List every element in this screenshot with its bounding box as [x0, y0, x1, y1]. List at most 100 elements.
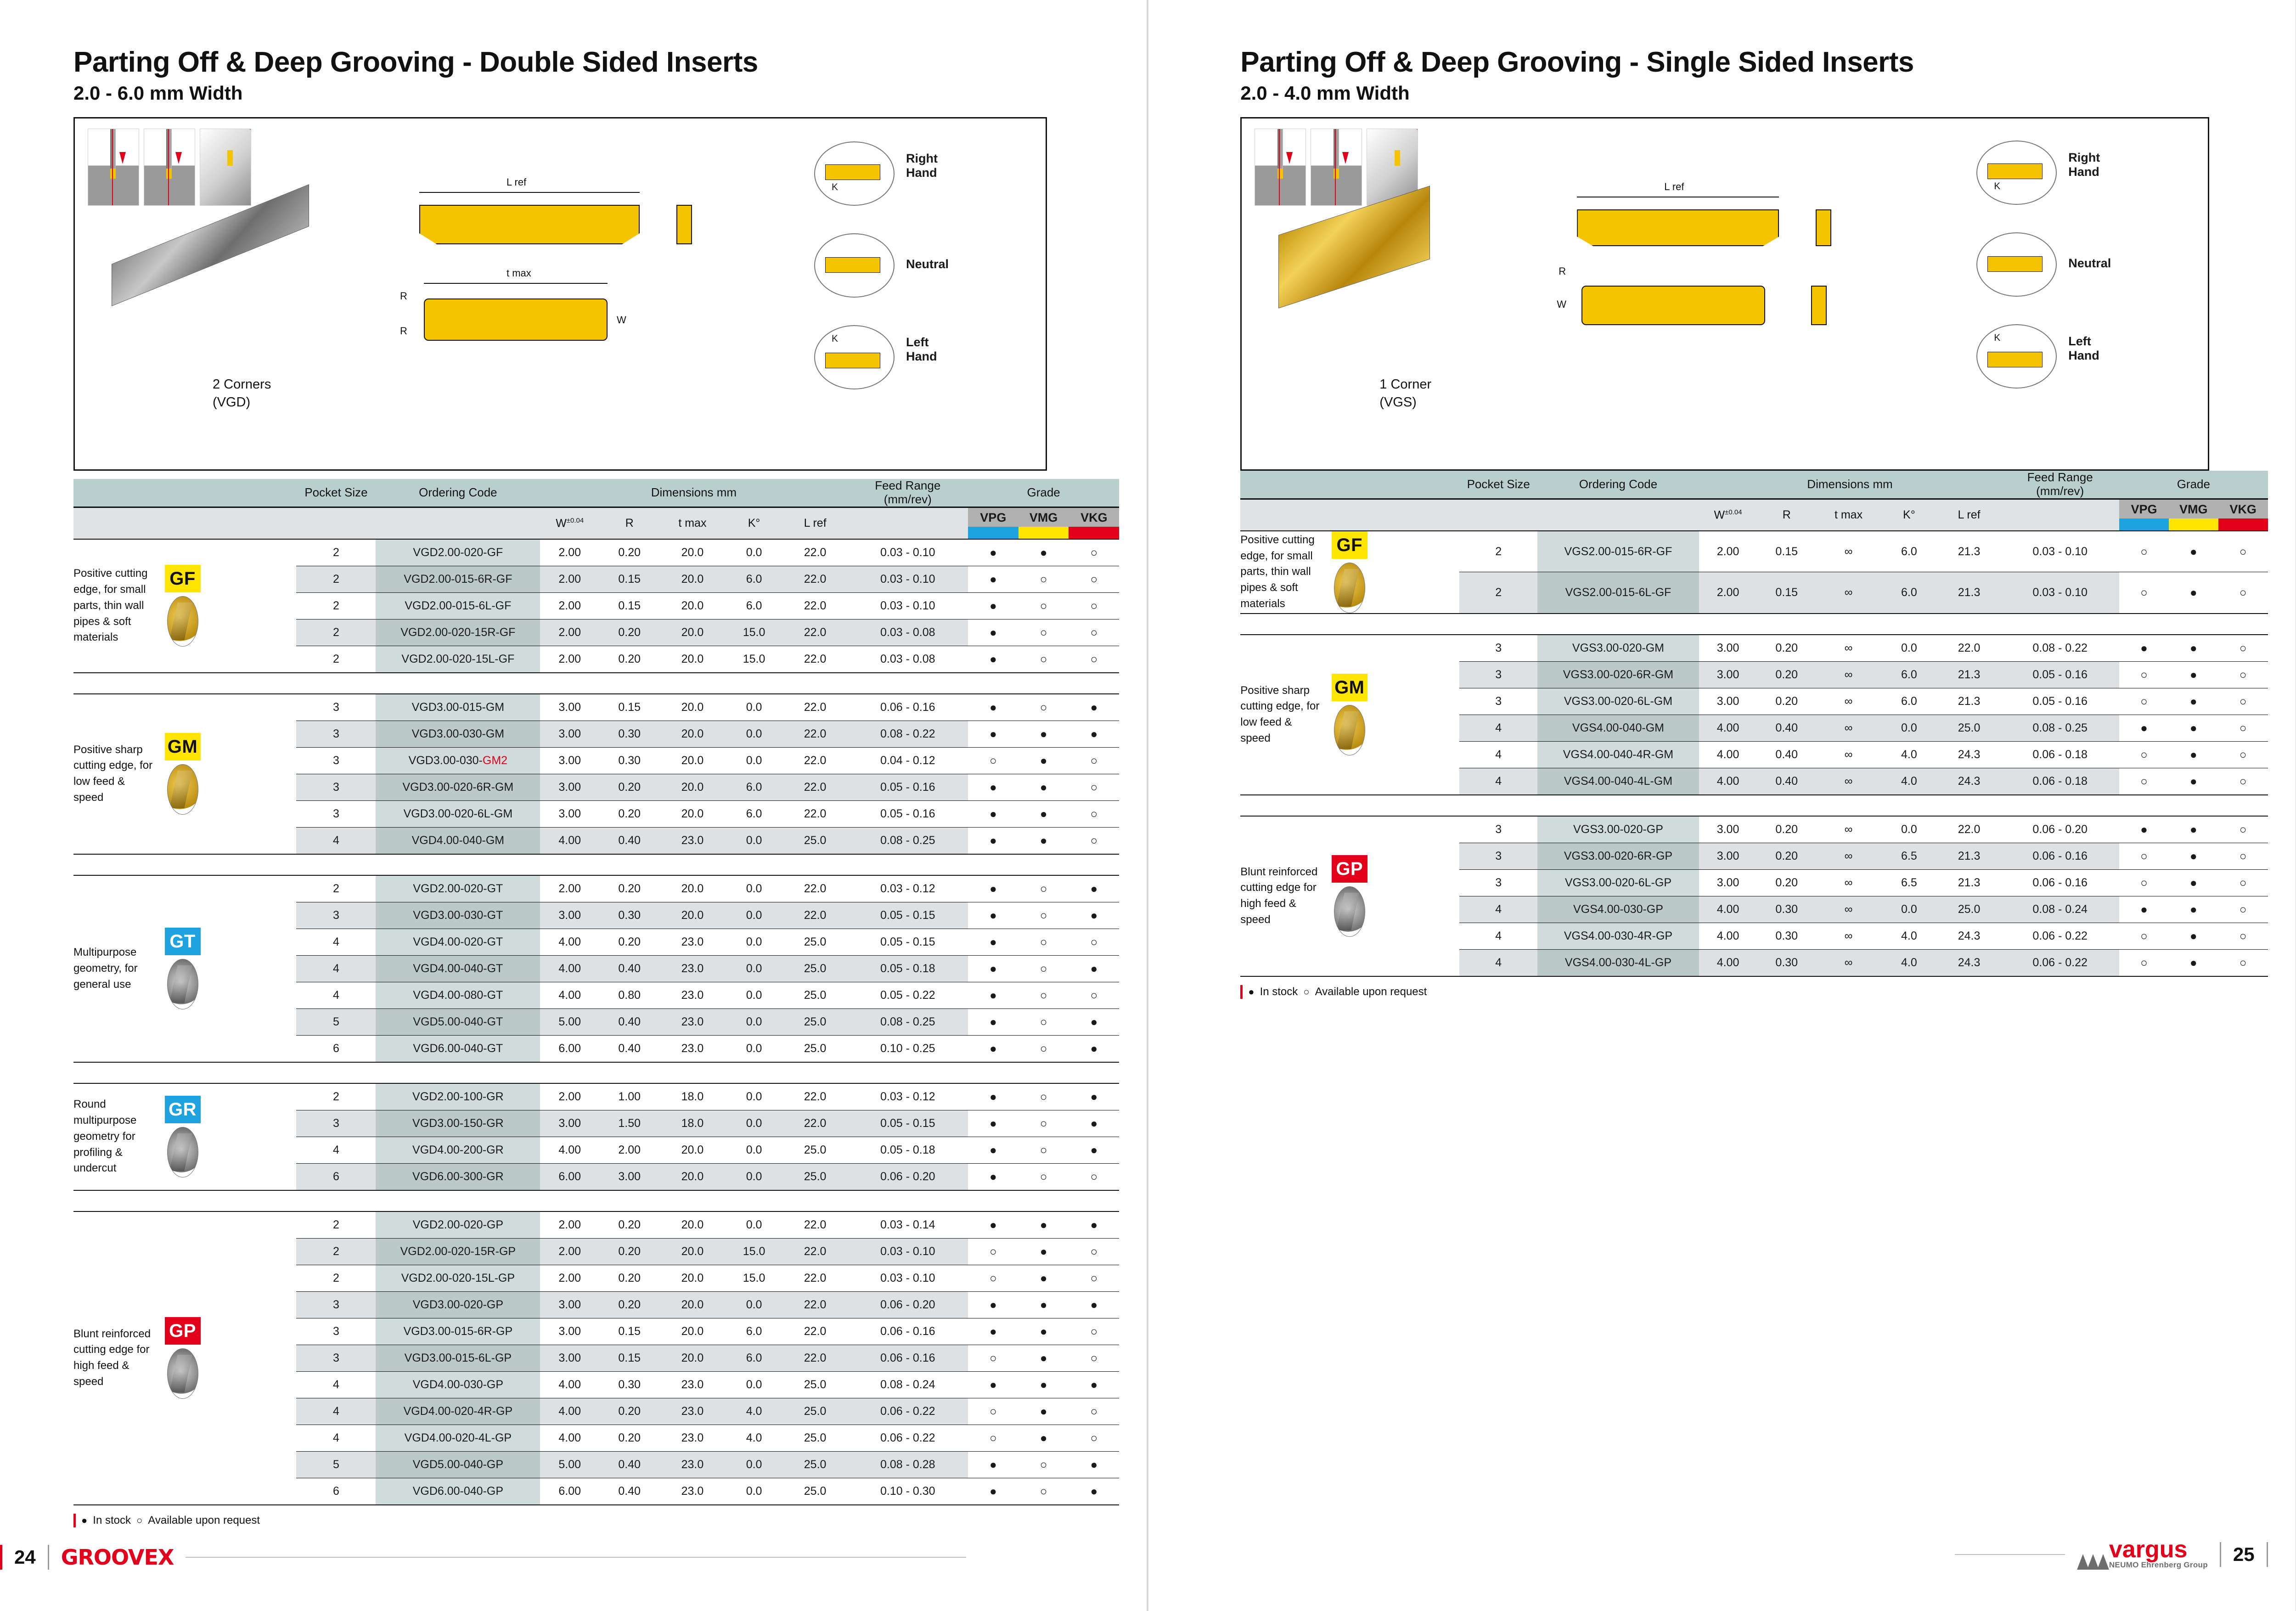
table-row[interactable]: 6 VGD6.00-040-GP 6.00 0.40 23.0 0.0 25.0 0.10 -… [73, 1477, 1120, 1505]
table-row[interactable]: Positive cutting edge, for small parts, … [73, 538, 1120, 673]
cell-grade-vkg: ○ [1069, 1424, 1120, 1452]
cell-grade-vpg: ○ [2119, 767, 2169, 795]
table-row[interactable]: 5 VGD5.00-040-GT 5.00 0.40 23.0 0.0 25.0 0.08 -… [73, 1008, 1120, 1036]
table-row[interactable]: 4 VGS4.00-030-4L-GP 4.00 0.30 ∞ 4.0 24.3 0.06 -… [1240, 949, 2268, 976]
table-row[interactable]: 2 VGD2.00-015-6L-GF 2.00 0.15 20.0 6.0 22.0 0.0… [73, 592, 1120, 620]
table-row[interactable]: 4 VGS4.00-040-4L-GM 4.00 0.40 ∞ 4.0 24.3 0.06 -… [1240, 767, 2268, 795]
cell-pocket-size: 4 [1459, 767, 1538, 795]
cell-w: 3.00 [1699, 687, 1757, 715]
legend-in-stock-icon: ● [1248, 986, 1255, 997]
table-row[interactable]: Blunt reinforced cutting edge for high f… [73, 1211, 1120, 1505]
table-row[interactable]: 4 VGS4.00-030-GP 4.00 0.30 ∞ 0.0 25.0 0.08 - 0.… [1240, 896, 2268, 923]
cell-grade-vkg: ○ [2218, 687, 2268, 715]
geometry-badge-gm: GM [1331, 674, 1367, 702]
table-row[interactable]: 2 VGD2.00-020-15R-GP 2.00 0.20 20.0 15.0 22.0 0… [73, 1238, 1120, 1265]
table-row[interactable]: 4 VGS4.00-040-4R-GM 4.00 0.40 ∞ 4.0 24.3 0.06 -… [1240, 741, 2268, 768]
table-row[interactable]: 4 VGS4.00-030-4R-GP 4.00 0.30 ∞ 4.0 24.3 0.06 -… [1240, 922, 2268, 950]
cell-feed-range: 0.05 - 0.16 [2001, 687, 2120, 715]
cell-feed-range: 0.06 - 0.16 [2001, 842, 2120, 870]
table-row[interactable]: Positive sharp cutting edge, for low fee… [1240, 634, 2268, 795]
cell-r: 0.40 [599, 1451, 660, 1478]
cell-tmax: 23.0 [659, 955, 726, 982]
stock-legend: ● In stock ○ Available upon request [1240, 985, 2268, 999]
cell-grade-vpg: ○ [968, 747, 1019, 774]
table-row[interactable]: 3 VGD3.00-020-6R-GM 3.00 0.20 20.0 6.0 22.0 0.0… [73, 773, 1120, 801]
cell-k: 6.0 [725, 773, 783, 801]
k-label-left: K [1994, 332, 2001, 343]
legend-in-stock-text: In stock [93, 1514, 131, 1527]
table-row[interactable]: 4 VGD4.00-030-GP 4.00 0.30 23.0 0.0 25.0 0.08 -… [73, 1371, 1120, 1398]
cell-w: 4.00 [540, 827, 600, 854]
table-row[interactable]: Multipurpose geometry, for general use GT… [73, 874, 1120, 1062]
table-row[interactable]: 4 VGD4.00-020-GT 4.00 0.20 23.0 0.0 25.0 0.05 -… [73, 928, 1120, 956]
table-row[interactable]: 3 VGS3.00-020-6L-GM 3.00 0.20 ∞ 6.0 21.3 0.05 -… [1240, 687, 2268, 715]
cell-r: 0.20 [599, 773, 660, 801]
cell-grade-vpg: ● [968, 928, 1019, 956]
table-row[interactable]: Positive sharp cutting edge, for low fee… [73, 693, 1120, 854]
cell-tmax: 20.0 [659, 1318, 726, 1345]
cell-pocket-size: 2 [296, 874, 376, 902]
cell-lref: 24.3 [1937, 741, 2001, 768]
table-row[interactable]: 4 VGD4.00-200-GR 4.00 2.00 20.0 0.0 25.0 0.05 -… [73, 1136, 1120, 1164]
table-row[interactable]: 4 VGD4.00-040-GT 4.00 0.40 23.0 0.0 25.0 0.05 -… [73, 955, 1120, 982]
table-row[interactable]: 5 VGD5.00-040-GP 5.00 0.40 23.0 0.0 25.0 0.08 -… [73, 1451, 1120, 1478]
cell-feed-range: 0.08 - 0.25 [2001, 714, 2120, 742]
table-row[interactable]: 3 VGS3.00-020-6L-GP 3.00 0.20 ∞ 6.5 21.3 0.06 -… [1240, 869, 2268, 896]
neutral-label: Neutral [906, 257, 949, 271]
cell-pocket-size: 3 [296, 1110, 376, 1137]
table-row[interactable]: 3 VGD3.00-150-GR 3.00 1.50 18.0 0.0 22.0 0.05 -… [73, 1110, 1120, 1137]
table-row[interactable]: Round multipurpose geometry for profilin… [73, 1082, 1120, 1190]
hero-illustration-middle: 1 Corner (VGS) L ref R W K Ri [1240, 117, 2210, 471]
table-row[interactable]: 4 VGD4.00-020-4L-GP 4.00 0.20 23.0 4.0 25.0 0.0… [73, 1424, 1120, 1452]
cell-k: 0.0 [725, 827, 783, 854]
table-row[interactable]: 3 VGD3.00-015-6R-GP 3.00 0.15 20.0 6.0 22.0 0.0… [73, 1318, 1120, 1345]
cell-lref: 24.3 [1937, 949, 2001, 976]
table-row[interactable]: 2 VGD2.00-020-15R-GF 2.00 0.20 20.0 15.0 22.0 0… [73, 619, 1120, 646]
cell-grade-vpg: ○ [968, 1264, 1019, 1292]
table-row[interactable]: 2 VGS2.00-015-6L-GF 2.00 0.15 ∞ 6.0 21.3 0.03 -… [1240, 572, 2268, 614]
cell-w: 4.00 [1699, 949, 1757, 976]
cell-k: 0.0 [725, 981, 783, 1009]
table-row[interactable]: 4 VGS4.00-040-GM 4.00 0.40 ∞ 0.0 25.0 0.08 - 0.… [1240, 714, 2268, 742]
table-row[interactable]: Blunt reinforced cutting edge for high f… [1240, 815, 2268, 976]
cell-grade-vmg: ● [1018, 747, 1069, 774]
table-row[interactable]: 6 VGD6.00-300-GR 6.00 3.00 20.0 0.0 25.0 0.06 -… [73, 1163, 1120, 1190]
cell-feed-range: 0.08 - 0.24 [847, 1371, 968, 1398]
table-row[interactable]: 3 VGD3.00-030-GM2 3.00 0.30 20.0 0.0 22.0 0.04 … [73, 747, 1120, 774]
product-table: Pocket Size Ordering Code Dimensions mm Fee… [1240, 470, 2268, 977]
table-row[interactable]: 3 VGD3.00-030-GT 3.00 0.30 20.0 0.0 22.0 0.05 -… [73, 901, 1120, 929]
cell-grade-vkg: ● [1069, 1451, 1120, 1478]
cell-r: 0.20 [599, 928, 660, 956]
table-row[interactable]: 4 VGD4.00-080-GT 4.00 0.80 23.0 0.0 25.0 0.05 -… [73, 981, 1120, 1009]
stock-legend: ● In stock ○ Available upon request [73, 1513, 1119, 1527]
cell-pocket-size: 3 [296, 800, 376, 828]
cell-grade-vpg: ○ [968, 1424, 1019, 1452]
th-grade-vkg: VKG [2218, 499, 2268, 518]
cell-w: 4.00 [540, 1424, 600, 1452]
cell-tmax: 23.0 [659, 1397, 726, 1425]
table-row[interactable]: 3 VGS3.00-020-6R-GM 3.00 0.20 ∞ 6.0 21.3 0.05 -… [1240, 661, 2268, 688]
table-row[interactable]: 3 VGD3.00-020-GP 3.00 0.20 20.0 0.0 22.0 0.06 -… [73, 1291, 1120, 1318]
table-row[interactable]: 3 VGS3.00-020-6R-GP 3.00 0.20 ∞ 6.5 21.3 0.06 -… [1240, 842, 2268, 870]
table-row[interactable]: 4 VGD4.00-020-4R-GP 4.00 0.20 23.0 4.0 25.0 0.0… [73, 1397, 1120, 1425]
cell-ordering-code: VGD2.00-020-15R-GF [376, 619, 540, 646]
cell-lref: 25.0 [782, 827, 848, 854]
table-row[interactable]: 4 VGD4.00-040-GM 4.00 0.40 23.0 0.0 25.0 0.08 -… [73, 827, 1120, 854]
table-row[interactable]: 3 VGD3.00-030-GM 3.00 0.30 20.0 0.0 22.0 0.08 -… [73, 720, 1120, 748]
cell-k: 0.0 [725, 747, 783, 774]
table-row[interactable]: 2 VGD2.00-015-6R-GF 2.00 0.15 20.0 6.0 22.0 0.0… [73, 565, 1120, 593]
cell-grade-vmg: ○ [1018, 981, 1069, 1009]
cell-grade-vkg: ○ [1069, 1163, 1120, 1190]
table-row[interactable]: 3 VGD3.00-020-6L-GM 3.00 0.20 20.0 6.0 22.0 0.0… [73, 800, 1120, 828]
table-row[interactable]: 6 VGD6.00-040-GT 6.00 0.40 23.0 0.0 25.0 0.10 -… [73, 1035, 1120, 1062]
table-row[interactable]: 3 VGD3.00-015-6L-GP 3.00 0.15 20.0 6.0 22.0 0.0… [73, 1344, 1120, 1372]
cell-grade-vkg: ○ [1069, 928, 1120, 956]
table-row[interactable]: 2 VGD2.00-020-15L-GP 2.00 0.20 20.0 15.0 22.0 0… [73, 1264, 1120, 1292]
cell-grade-vmg: ○ [1018, 874, 1069, 902]
table-row[interactable]: 2 VGD2.00-020-15L-GF 2.00 0.20 20.0 15.0 22.0 0… [73, 645, 1120, 673]
table-row[interactable]: Positive cutting edge, for small parts, … [1240, 530, 2268, 614]
cell-w: 4.00 [1699, 922, 1757, 950]
cell-r: 0.20 [599, 874, 660, 902]
cell-ordering-code: VGD2.00-020-15L-GF [376, 645, 540, 673]
section-spacer [1240, 613, 2268, 635]
